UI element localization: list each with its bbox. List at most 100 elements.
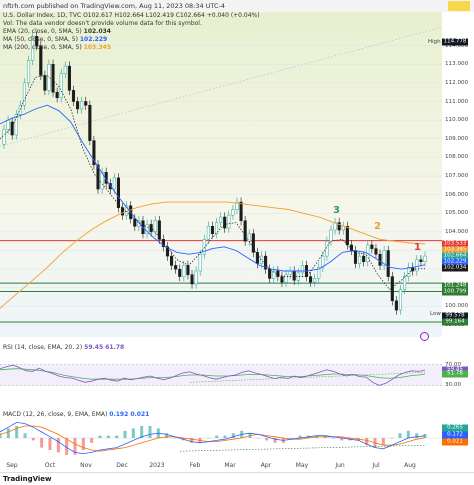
macd-value-tag: 0.172 [442,431,468,439]
candle-body [116,177,120,208]
candle-body [398,289,403,311]
main-legend: U.S. Dollar Index, 1D, TVC O102.617 H102… [3,12,260,52]
macd-histogram-bar [23,433,27,438]
macd-pane[interactable] [0,410,442,458]
macd-histogram-bar [123,430,127,438]
footer: TradingView [0,472,474,485]
candle-body [264,255,268,270]
candle-body [51,64,55,93]
rsi-values: 59.45 61.78 [84,344,125,351]
high-label: High [428,39,441,45]
price-tag: 103.345 [442,246,468,254]
rsi-tick-label: 70.00 [445,361,462,368]
time-axis-label: Apr [260,462,272,469]
candle-body [100,172,104,190]
macd-histogram-bar [206,438,210,439]
ema-legend[interactable]: EMA (20, close, 0, SMA, 5) [3,28,82,35]
macd-histogram-bar [148,426,152,438]
macd-signal-line [0,425,426,452]
published-text: nftrh.com published on TradingView.com, … [3,2,226,10]
time-axis-label: Nov [80,462,92,469]
candle-body [161,239,165,248]
candle-body [31,36,35,61]
top-bar: nftrh.com published on TradingView.com, … [0,0,474,12]
price-tag: 99.578 [442,312,468,320]
macd-histogram-bar [0,433,2,438]
rsi-pane[interactable] [0,343,442,405]
candle-body [223,216,227,229]
candle-body [219,216,223,223]
candle-body [14,114,18,136]
candle-body [309,276,313,283]
candle-body [329,229,333,242]
macd-histogram-bar [15,426,19,438]
candle-body [67,65,71,91]
candle-body [227,214,231,229]
candle-body [370,244,374,249]
candle-body [251,233,255,253]
candle-body [145,224,149,234]
candle-body [358,255,362,264]
macd-histogram-bar [173,438,177,439]
candle-body [202,239,206,255]
macd-histogram-bar [115,435,119,438]
macd-histogram-bar [6,428,10,438]
candle-body [374,248,378,255]
price-tag: 103.533 [442,240,468,248]
candle-body [174,265,178,270]
price-tag: 102.229 [442,258,468,266]
rsi-value-tag: 51.78 [442,370,468,378]
macd-histogram-bar [298,435,302,438]
time-axis-label: Jun [335,462,345,469]
time-axis-label: Mar [224,462,236,469]
price-tick-label: 114.000 [445,42,469,49]
low-label: Low [430,311,441,317]
alert-icon[interactable] [420,332,429,341]
price-pane[interactable] [0,12,442,337]
rsi-tick-label: 30.00 [445,382,462,389]
macd-histogram-bar [415,433,419,438]
ma200-line [0,201,426,309]
price-tag: 100.799 [442,288,468,296]
rsi-value-tag: 59.45 [442,366,468,374]
macd-histogram-bar [65,438,69,455]
ma200-value: 103.345 [83,44,112,51]
candle-body [153,220,157,233]
macd-histogram-bar [331,438,335,439]
price-tick-label: 108.000 [445,154,469,161]
tradingview-logo: TradingView [3,475,52,483]
macd-label[interactable]: MACD (12, 26, close, 9, EMA, EMA) [3,411,108,418]
macd-histogram-bar [40,438,44,448]
ohlc-values: O102.617 H102.664 L102.419 C102.664 +0.0… [83,12,260,19]
macd-histogram-bar [265,438,269,441]
candle-body [239,201,243,221]
macd-histogram-bar [215,435,219,438]
candle-body [35,36,39,46]
candle-body [210,226,215,234]
candle-body [10,121,14,136]
macd-line [0,421,426,455]
price-tick-label: 113.000 [445,61,469,68]
candle-body [18,104,22,115]
candle-body [84,101,88,106]
price-tag: 99.164 [442,318,468,326]
candle-body [313,278,317,283]
candle-body [415,259,419,272]
candle-body [337,222,341,231]
candle-body [378,253,382,266]
rsi-legend: RSI (14, close, EMA, 20, 2) 59.45 61.78 [3,344,124,352]
candle-body [190,274,194,285]
macd-histogram-bar [165,433,169,438]
time-axis-label: Sep [6,462,18,469]
price-tag: 102.034 [442,264,468,272]
time-axis-label: Aug [404,462,416,469]
rsi-label[interactable]: RSI (14, close, EMA, 20, 2) [3,344,83,351]
ma50-legend[interactable]: MA (50, close, 0, SMA, 5) [3,36,78,43]
price-tick-label: 100.000 [445,303,469,310]
candle-body [317,267,321,279]
ma200-legend[interactable]: MA (200, close, 0, SMA, 5) [3,44,82,51]
macd-histogram-bar [406,430,410,438]
price-tick-label: 110.000 [445,117,469,124]
candle-body [276,270,280,277]
candle-body [300,265,304,274]
